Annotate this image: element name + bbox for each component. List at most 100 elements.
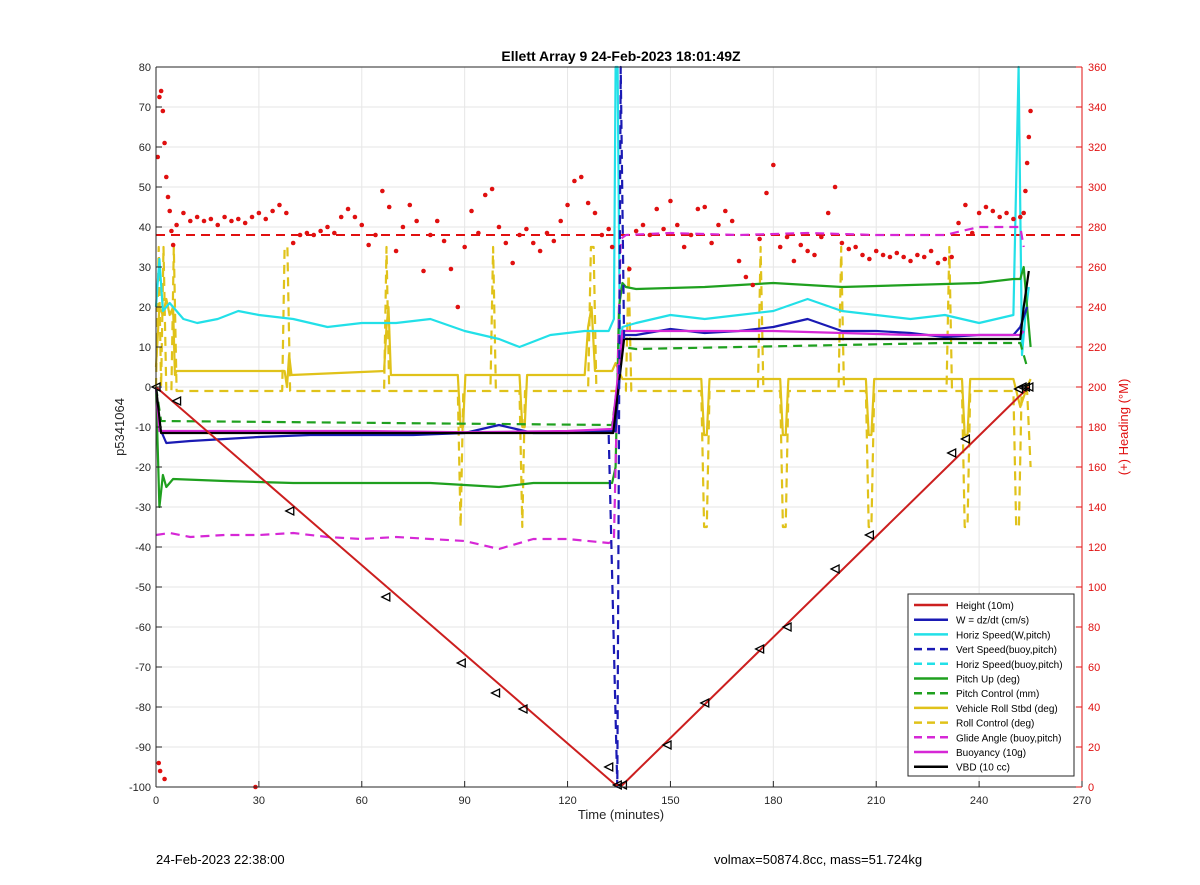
heading-point [784, 234, 790, 240]
heading-point [764, 190, 769, 196]
y2-tick-label: 300 [1088, 182, 1106, 194]
heading-point [1028, 108, 1033, 114]
heading-point [963, 202, 968, 208]
heading-point [908, 258, 913, 264]
heading-point [675, 222, 680, 228]
heading-point [482, 192, 488, 198]
heading-point [530, 240, 536, 246]
heading-point [819, 234, 824, 240]
heading-point [187, 218, 193, 224]
heading-point [462, 244, 467, 250]
height-marker [171, 395, 182, 407]
y2-axis-label: (+) Heading (°M) [1116, 379, 1131, 476]
x-tick-label: 30 [253, 795, 265, 807]
heading-point [935, 260, 941, 266]
heading-point [805, 248, 810, 254]
legend: Height (10m) W = dz/dt (cm/s) Horiz Speed(… [907, 593, 1075, 777]
heading-point [640, 222, 646, 228]
y-tick-label: 10 [139, 342, 151, 354]
y2-tick-label: 260 [1088, 262, 1106, 274]
y-tick-label: -30 [135, 502, 151, 514]
heading-point [156, 760, 162, 766]
heading-point [386, 204, 392, 210]
heading-point [716, 222, 721, 228]
heading-point [997, 214, 1002, 220]
legend-label: Pitch Control (mm) [956, 689, 1039, 700]
heading-point [157, 768, 163, 774]
axes-layer: 0 30 60 90 120 150 180 210 240 270-100-90-80-70-6… [129, 62, 1106, 807]
x-tick-label: 240 [970, 795, 988, 807]
heading-point [169, 228, 174, 234]
heading-point [1017, 214, 1023, 220]
heading-point [277, 202, 282, 208]
heading-point [503, 240, 509, 246]
heading-point [181, 210, 186, 216]
heading-point [592, 210, 598, 216]
y-tick-label: 80 [139, 62, 151, 74]
heading-point [162, 140, 167, 146]
x-tick-label: 210 [867, 795, 885, 807]
legend-label: Pitch Up (deg) [956, 675, 1020, 686]
heading-point [743, 274, 749, 280]
heading-point [949, 254, 954, 260]
heading-point [798, 242, 804, 248]
heading-point [421, 268, 426, 274]
y2-tick-label: 340 [1088, 102, 1106, 114]
x-tick-label: 270 [1073, 795, 1091, 807]
heading-point [448, 266, 454, 272]
y2-tick-label: 100 [1088, 582, 1106, 594]
heading-point [345, 206, 351, 212]
legend-label: Buoyancy (10g) [956, 748, 1026, 759]
y2-tick-label: 240 [1088, 302, 1106, 314]
heading-point [338, 214, 344, 220]
heading-point [544, 230, 550, 236]
heading-point [165, 194, 171, 200]
heading-point [162, 776, 167, 782]
heading-point [1024, 160, 1030, 166]
heading-point [578, 174, 584, 180]
legend-box [907, 593, 1075, 777]
heading-point [1023, 188, 1028, 194]
y-tick-label: 30 [139, 262, 151, 274]
heading-point [393, 248, 399, 254]
heading-point [284, 210, 289, 216]
height-marker [946, 447, 957, 459]
y2-tick-label: 0 [1088, 782, 1094, 794]
heading-point [441, 238, 447, 244]
heading-point [812, 252, 817, 258]
height-marker [1023, 381, 1034, 393]
legend-label: Horiz Speed(W,pitch) [956, 630, 1050, 641]
heading-point [771, 162, 776, 168]
heading-point [332, 230, 337, 236]
height-marker [661, 739, 672, 751]
y-tick-label: 0 [145, 382, 151, 394]
footer-timestamp: 24-Feb-2023 22:38:00 [156, 852, 285, 867]
heading-point [572, 178, 577, 184]
height-marker [455, 657, 466, 669]
heading-point [626, 266, 632, 272]
heading-point [661, 226, 666, 232]
heading-point [647, 232, 653, 238]
heading-point [352, 214, 358, 220]
series-vehicle-roll-stbd-deg [154, 297, 1032, 437]
legend-label: VBD (10 cc) [956, 763, 1010, 774]
heading-point [860, 252, 865, 258]
heading-point [983, 204, 989, 210]
heading-point [928, 248, 934, 254]
heading-point [1004, 210, 1009, 216]
heading-point [894, 250, 900, 256]
heading-point [160, 108, 166, 114]
height-marker [603, 761, 614, 773]
y2-tick-label: 280 [1088, 222, 1106, 234]
heading-point [290, 240, 296, 246]
heading-point [537, 248, 543, 254]
heading-point [174, 222, 179, 228]
heading-point [681, 244, 687, 250]
heading-point [887, 254, 893, 260]
heading-point [969, 230, 975, 236]
heading-point [489, 186, 495, 192]
y2-tick-label: 220 [1088, 342, 1106, 354]
legend-label: Vert Speed(buoy,pitch) [956, 645, 1057, 656]
heading-point [736, 258, 742, 264]
chart-title: Ellett Array 9 24-Feb-2023 18:01:49Z [501, 48, 741, 64]
